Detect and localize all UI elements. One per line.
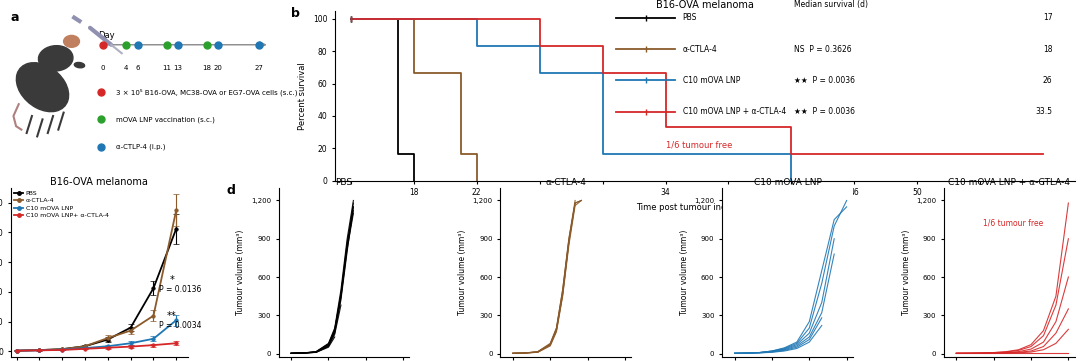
- Text: a: a: [11, 11, 19, 24]
- Text: P = 0.0136: P = 0.0136: [159, 285, 202, 294]
- Title: α-CTLA-4: α-CTLA-4: [545, 178, 586, 187]
- Y-axis label: Tumour volume (mm³): Tumour volume (mm³): [902, 230, 910, 315]
- Y-axis label: Percent survival: Percent survival: [298, 62, 308, 130]
- Text: 11: 11: [162, 65, 171, 71]
- Text: C10 mOVA LNP: C10 mOVA LNP: [683, 76, 740, 85]
- Text: 26: 26: [1043, 76, 1052, 85]
- Text: *: *: [170, 275, 174, 285]
- Text: Median survival (d): Median survival (d): [794, 0, 867, 9]
- Legend: PBS, α-CTLA-4, C10 mOVA LNP, C10 mOVA LNP+ α-CTLA-4: PBS, α-CTLA-4, C10 mOVA LNP, C10 mOVA LN…: [14, 191, 109, 218]
- Text: 6: 6: [135, 65, 140, 71]
- Text: 20: 20: [214, 65, 222, 71]
- Text: ★★  P = 0.0036: ★★ P = 0.0036: [794, 76, 854, 85]
- Ellipse shape: [75, 62, 84, 68]
- Text: 27: 27: [254, 65, 264, 71]
- Text: P = 0.0034: P = 0.0034: [159, 321, 202, 330]
- Ellipse shape: [16, 63, 69, 112]
- Text: d: d: [227, 184, 235, 197]
- Ellipse shape: [39, 45, 73, 71]
- Text: C10 mOVA LNP + α-CTLA-4: C10 mOVA LNP + α-CTLA-4: [683, 107, 786, 116]
- Title: C10 mOVA LNP + α-CTLA-4: C10 mOVA LNP + α-CTLA-4: [948, 178, 1070, 187]
- Text: 17: 17: [1043, 13, 1052, 22]
- Text: **: **: [166, 312, 177, 321]
- Text: 18: 18: [202, 65, 212, 71]
- Text: 4: 4: [124, 65, 129, 71]
- Title: B16-OVA melanoma: B16-OVA melanoma: [656, 0, 754, 10]
- Title: PBS: PBS: [336, 178, 352, 187]
- Text: NS  P = 0.3626: NS P = 0.3626: [794, 44, 851, 53]
- Text: 13: 13: [174, 65, 183, 71]
- Text: PBS: PBS: [683, 13, 697, 22]
- Text: Day: Day: [98, 31, 114, 40]
- Y-axis label: Tumour volume (mm³): Tumour volume (mm³): [458, 230, 467, 315]
- Text: b: b: [291, 8, 299, 21]
- Text: 0: 0: [102, 65, 106, 71]
- Text: 3 × 10⁵ B16-OVA, MC38-OVA or EG7-OVA cells (s.c.): 3 × 10⁵ B16-OVA, MC38-OVA or EG7-OVA cel…: [117, 88, 298, 96]
- Y-axis label: Tumour volume (mm³): Tumour volume (mm³): [679, 230, 689, 315]
- Text: α-CTLP-4 (i.p.): α-CTLP-4 (i.p.): [117, 143, 166, 150]
- Text: 1/6 tumour free: 1/6 tumour free: [983, 218, 1043, 227]
- Text: mOVA LNP vaccination (s.c.): mOVA LNP vaccination (s.c.): [117, 116, 215, 123]
- Text: 18: 18: [1043, 44, 1052, 53]
- Title: B16-OVA melanoma: B16-OVA melanoma: [51, 177, 148, 187]
- Y-axis label: Tumour volume (mm³): Tumour volume (mm³): [237, 230, 245, 315]
- Title: C10 mOVA LNP: C10 mOVA LNP: [754, 178, 822, 187]
- Text: 1/6 tumour free: 1/6 tumour free: [665, 140, 732, 149]
- Text: 33.5: 33.5: [1036, 107, 1052, 116]
- X-axis label: Time post tumour inoculation (d): Time post tumour inoculation (d): [636, 203, 774, 212]
- Ellipse shape: [64, 35, 80, 47]
- Text: α-CTLA-4: α-CTLA-4: [683, 44, 717, 53]
- Text: ★★  P = 0.0036: ★★ P = 0.0036: [794, 107, 854, 116]
